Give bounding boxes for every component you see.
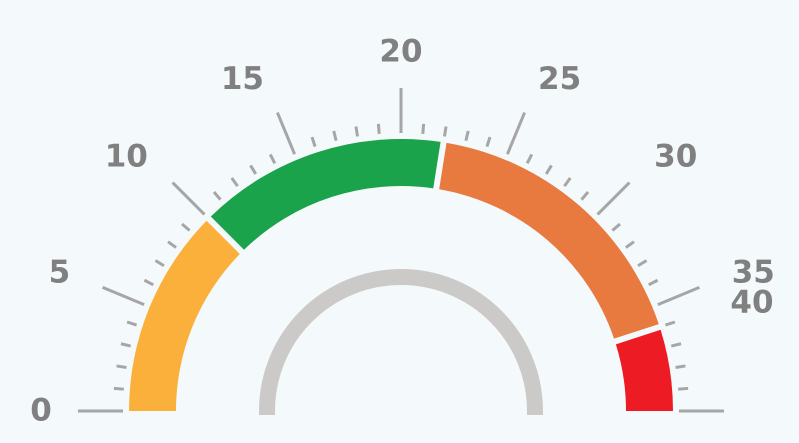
minor-tick-11 (212, 191, 222, 201)
minor-tick-29 (580, 191, 590, 201)
minor-tick-9 (181, 222, 191, 232)
major-tick-35 (657, 286, 700, 306)
tick-label-10: 10 (105, 138, 148, 174)
gauge-segment-red (615, 329, 673, 411)
tick-label-35: 35 (732, 254, 775, 290)
tick-label-15: 15 (221, 61, 264, 97)
major-tick-30 (596, 181, 631, 216)
major-tick-5 (102, 286, 145, 306)
major-tick-25 (506, 112, 526, 155)
minor-tick-26 (525, 153, 534, 164)
minor-tick-8 (167, 240, 177, 249)
minor-tick-12 (230, 177, 239, 187)
tick-label-5: 5 (49, 254, 71, 290)
minor-tick-7 (154, 259, 165, 268)
gauge-segment-yellow (129, 220, 240, 411)
tick-label-20: 20 (379, 34, 422, 70)
tick-label-40: 40 (730, 285, 773, 321)
minor-tick-13 (249, 164, 258, 175)
minor-tick-2 (116, 364, 127, 369)
minor-tick-38 (675, 364, 686, 369)
minor-tick-39 (678, 386, 689, 391)
minor-tick-6 (143, 278, 154, 287)
minor-tick-23 (464, 130, 470, 142)
minor-tick-1 (113, 386, 124, 391)
gauge-ticks (78, 88, 724, 413)
minor-tick-17 (332, 130, 338, 142)
gauge-segment-orange (439, 142, 659, 339)
minor-tick-19 (376, 123, 381, 134)
minor-tick-3 (120, 342, 132, 348)
minor-tick-4 (126, 320, 138, 327)
tick-label-0: 0 (30, 393, 52, 429)
minor-tick-18 (354, 126, 359, 137)
inner-arc (259, 269, 543, 415)
gauge-segments (129, 138, 673, 411)
minor-tick-22 (443, 126, 448, 137)
minor-tick-14 (268, 153, 277, 164)
minor-tick-16 (310, 136, 317, 148)
tick-label-30: 30 (654, 138, 697, 174)
minor-tick-31 (611, 222, 621, 232)
minor-tick-21 (421, 123, 426, 134)
minor-tick-24 (485, 136, 492, 148)
minor-tick-37 (670, 342, 682, 348)
tick-label-25: 25 (538, 61, 581, 97)
minor-tick-32 (625, 240, 635, 249)
minor-tick-27 (544, 164, 553, 175)
major-tick-15 (276, 112, 296, 155)
major-tick-10 (171, 181, 206, 216)
gauge-segment-green (210, 138, 441, 250)
minor-tick-36 (664, 320, 676, 327)
minor-tick-34 (648, 278, 659, 287)
minor-tick-28 (563, 177, 572, 187)
minor-tick-33 (637, 259, 648, 268)
